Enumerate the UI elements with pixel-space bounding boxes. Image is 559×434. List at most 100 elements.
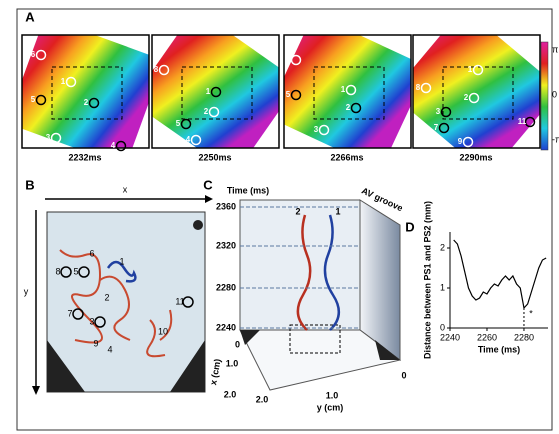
- marker-number: 8: [416, 83, 421, 92]
- ps-marker: [60, 266, 72, 278]
- y-tick-label: 0: [401, 370, 406, 380]
- map-image: [413, 35, 540, 148]
- z-tick-label: 2320: [216, 240, 236, 250]
- ps-marker: [524, 116, 536, 128]
- y-tick-label: 1: [440, 282, 445, 292]
- z-tick-label: 0: [235, 339, 240, 349]
- roi: [181, 66, 253, 120]
- ps-marker: [65, 76, 77, 88]
- ps-marker: [180, 118, 192, 130]
- corner: [170, 340, 205, 392]
- ps-marker: [472, 64, 484, 76]
- axis-label: y (cm): [317, 402, 344, 412]
- map-clip: [413, 35, 540, 148]
- marker-number: 2: [84, 98, 89, 107]
- panel-label: D: [405, 219, 414, 234]
- axis-label: Time (ms): [227, 185, 269, 195]
- z-tick-label: 2240: [216, 322, 236, 332]
- marker-number: 7: [434, 123, 439, 132]
- trajectory: [106, 260, 137, 283]
- x-tick-label: 2.0: [224, 389, 237, 399]
- colorbar-tick: -π: [552, 134, 559, 144]
- trace-label: 1: [335, 206, 340, 216]
- ps-marker: [290, 89, 302, 101]
- trace: [296, 214, 312, 331]
- ps-marker: [88, 97, 100, 109]
- marker-number: 2: [204, 107, 209, 116]
- ps-marker: [72, 308, 84, 320]
- marker-number: 8: [154, 65, 159, 74]
- marker-number: 1: [468, 65, 473, 74]
- ps-marker: [290, 54, 302, 66]
- panel-label: A: [25, 9, 35, 24]
- axis-label: x: [123, 184, 128, 194]
- marker-number: 3: [89, 316, 94, 326]
- ps-marker: [35, 94, 47, 106]
- colorbar-tick: π: [552, 44, 558, 54]
- axis-label: x (cm): [208, 358, 222, 386]
- ps-marker: [208, 106, 220, 118]
- marker-number: 11: [175, 296, 184, 306]
- ps-marker: [438, 122, 450, 134]
- marker-number: 5: [73, 266, 78, 276]
- marker-number: 8: [55, 266, 60, 276]
- back-wall: [239, 199, 361, 331]
- x-tick-label: 2260: [477, 332, 497, 342]
- phase-map: 2232ms 6 5 1 2 3 4: [21, 34, 150, 162]
- y-tick-label: 2.0: [256, 394, 269, 404]
- ps-marker: [78, 266, 90, 278]
- colorbar: [540, 41, 549, 151]
- corner: [375, 340, 400, 360]
- marker-number: 5: [176, 119, 181, 128]
- trace: [323, 214, 340, 331]
- map-frame: [151, 34, 280, 149]
- roi: [442, 66, 514, 120]
- x-tick-label: 2280: [514, 332, 534, 342]
- trace-label: 2: [295, 206, 300, 216]
- marker-number: 6: [89, 248, 94, 258]
- ps-marker: [190, 134, 202, 146]
- ps-marker: [182, 296, 194, 308]
- y-tick-label: 0: [440, 322, 445, 332]
- marker-number: 10: [158, 326, 168, 336]
- colorbar-tick: 0: [552, 89, 557, 99]
- frame-time: 2266ms: [330, 152, 363, 162]
- panel-label: B: [25, 177, 34, 192]
- map-image: [152, 35, 279, 148]
- ps-marker: [115, 140, 127, 152]
- ps-marker: [345, 84, 357, 96]
- marker-number: 3: [314, 125, 319, 134]
- panel-a: A2232ms6512342250ms812542266ms651232290m…: [21, 9, 559, 162]
- marker-number: 6: [31, 50, 36, 59]
- x-axis-label: Time (ms): [478, 344, 520, 354]
- map-frame: [283, 34, 412, 149]
- y-tick-label: 2: [440, 242, 445, 252]
- marker-number: 5: [286, 90, 291, 99]
- y-tick-label: 1.0: [326, 390, 339, 400]
- frame-time: 2232ms: [68, 152, 101, 162]
- roi: [289, 324, 341, 354]
- x-tick-label: 1.0: [226, 358, 239, 368]
- ps-marker: [440, 106, 452, 118]
- z-tick-label: 2280: [216, 282, 236, 292]
- marker-number: 1: [119, 256, 124, 266]
- phase-map: 2266ms 6 5 12 3: [283, 34, 412, 162]
- marker-number: 3: [46, 133, 51, 142]
- marker-number: 2: [346, 103, 351, 112]
- marker-number: 2: [104, 292, 109, 302]
- marker-number: 11: [518, 117, 527, 126]
- ps-marker: [462, 136, 474, 148]
- ps-marker: [158, 64, 170, 76]
- ps-marker: [318, 124, 330, 136]
- ps-marker: [94, 316, 106, 328]
- trajectory: [59, 249, 173, 358]
- marker-number: 4: [186, 135, 191, 144]
- arrow-head: [205, 195, 213, 203]
- axis-label: y: [24, 286, 29, 296]
- marker-number: 2: [464, 93, 469, 102]
- ps-marker: [50, 132, 62, 144]
